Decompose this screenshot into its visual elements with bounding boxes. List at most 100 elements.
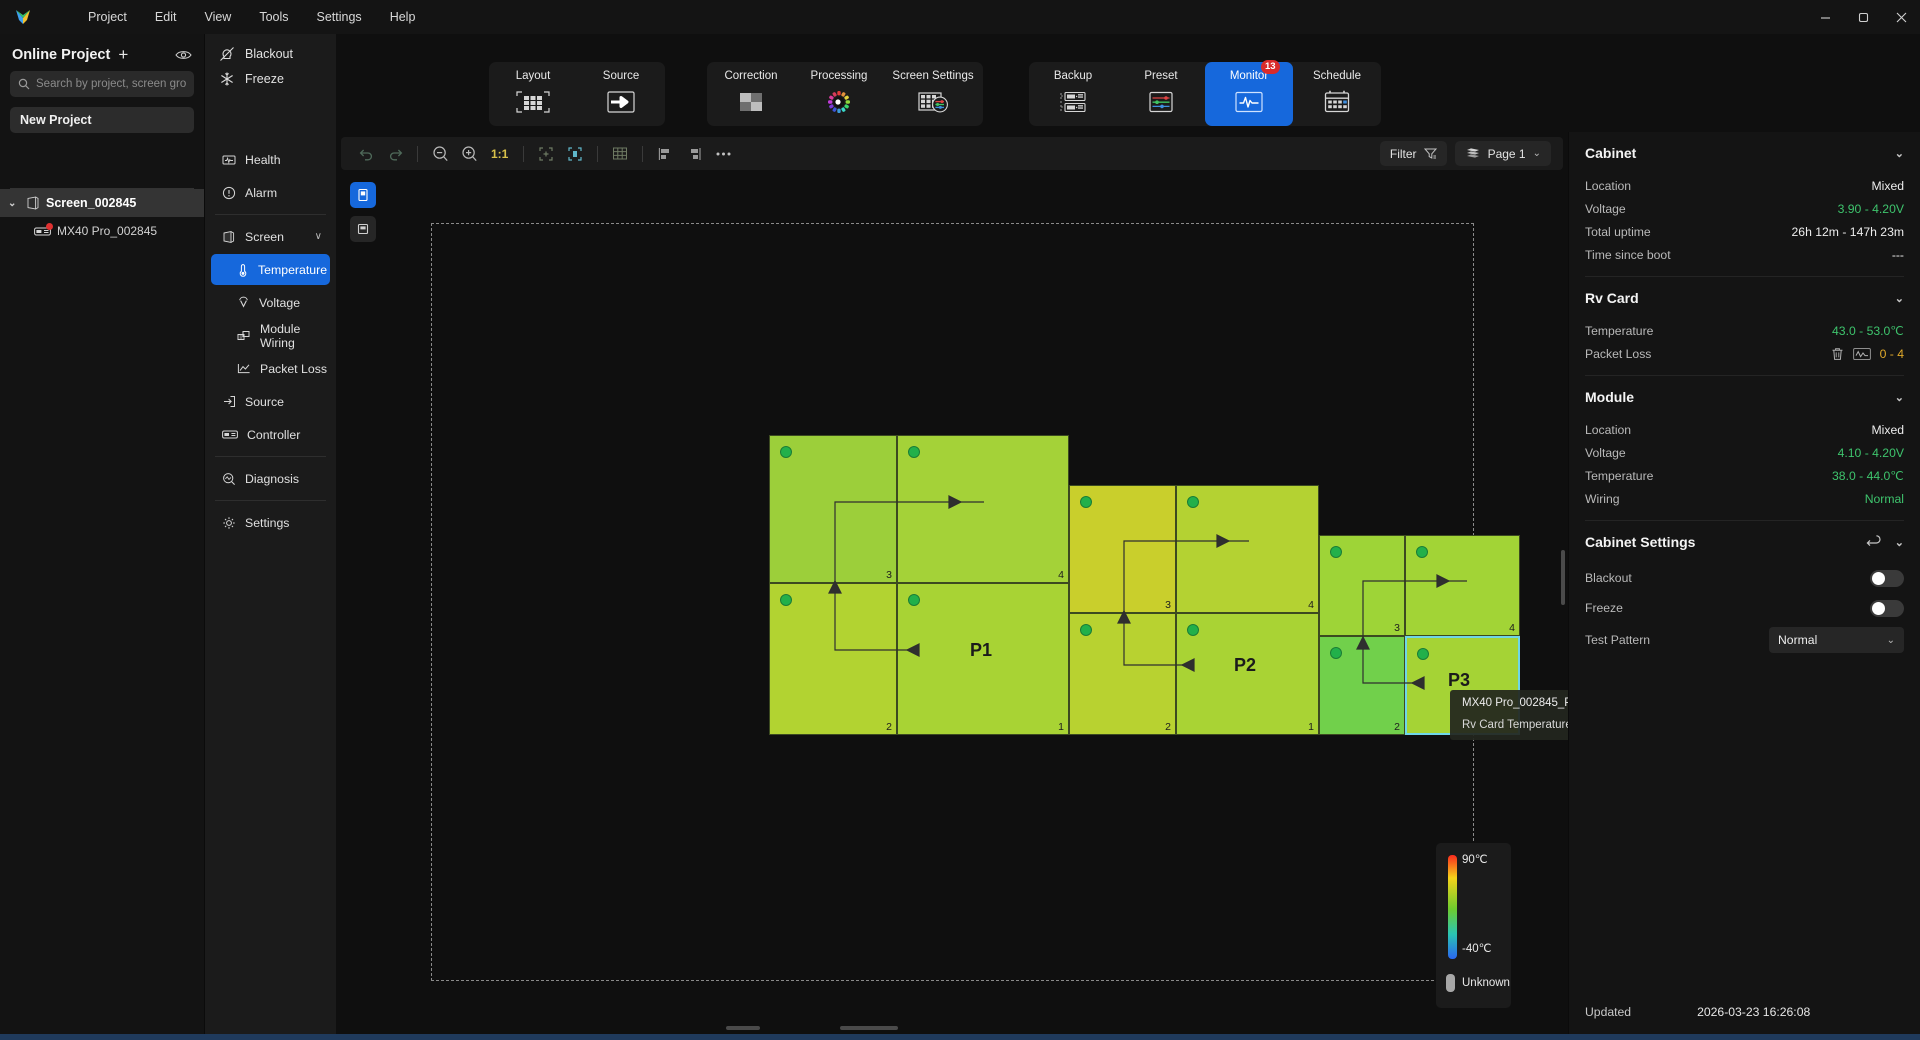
chevron-down-icon[interactable]: ⌄ xyxy=(1886,634,1895,646)
canvas-horizontal-scrollbar[interactable] xyxy=(336,1026,1568,1032)
more-options-icon[interactable] xyxy=(710,142,736,166)
chart-icon[interactable] xyxy=(1852,347,1871,361)
fit-screen-icon[interactable] xyxy=(533,142,559,166)
view-mode-cabinet-button[interactable] xyxy=(350,182,376,208)
cabinet-number: 1 xyxy=(1058,721,1064,733)
test-pattern-value: Normal xyxy=(1778,633,1818,647)
search-input[interactable] xyxy=(36,78,186,90)
section-divider xyxy=(1585,375,1904,376)
nav-item-temperature[interactable]: Temperature xyxy=(211,254,330,285)
menu-help[interactable]: Help xyxy=(389,10,416,24)
zoom-in-icon[interactable] xyxy=(456,142,482,166)
nav-item-alarm[interactable]: Alarm xyxy=(211,177,330,208)
chevron-down-icon[interactable]: ⌄ xyxy=(8,197,17,209)
status-bar xyxy=(0,1034,1920,1040)
canvas-vertical-scrollbar[interactable] xyxy=(1561,550,1565,605)
section-cabinet-settings-header[interactable]: Cabinet Settings ⌄ xyxy=(1585,521,1904,563)
align-left-icon[interactable] xyxy=(652,142,678,166)
nav-item-settings[interactable]: Settings xyxy=(211,507,330,538)
undo-icon[interactable] xyxy=(353,142,379,166)
cabinet-p3-4[interactable]: 4 xyxy=(1405,535,1520,636)
chevron-down-icon[interactable]: ⌄ xyxy=(1894,147,1904,160)
search-box[interactable] xyxy=(10,71,194,97)
nav-item-module-wiring[interactable]: Module Wiring xyxy=(211,320,330,351)
project-item-new-project[interactable]: New Project xyxy=(10,107,194,133)
close-icon[interactable] xyxy=(1882,0,1920,34)
menu-project[interactable]: Project xyxy=(88,10,127,24)
section-module-header[interactable]: Module ⌄ xyxy=(1585,376,1904,418)
section-actions: ⌄ xyxy=(1866,535,1904,549)
view-mode-module-button[interactable] xyxy=(350,216,376,242)
cabinet-p1-4[interactable]: 4 xyxy=(897,435,1069,583)
controller-icon xyxy=(222,429,238,440)
project-panel-title: Online Project xyxy=(12,46,111,63)
cabinet-p2-3[interactable]: 3 xyxy=(1069,485,1176,613)
nav-item-packet-loss[interactable]: Packet Loss xyxy=(211,353,330,384)
canvas-area[interactable]: 3 4 2 1 xyxy=(336,170,1568,1034)
tree-item-screen[interactable]: ⌄ Screen_002845 xyxy=(0,189,204,217)
cabinet-p1-1[interactable]: 1 xyxy=(897,583,1069,735)
section-divider xyxy=(1585,276,1904,277)
chevron-down-icon[interactable]: ⌄ xyxy=(1894,292,1904,305)
nav-item-controller[interactable]: Controller xyxy=(211,419,330,450)
ribbon-button-screen-settings[interactable]: Screen Settings xyxy=(883,62,983,126)
menu-view[interactable]: View xyxy=(204,10,232,24)
section-actions: ⌄ xyxy=(1895,391,1904,404)
cabinet-p2-1[interactable]: 1 xyxy=(1176,613,1319,735)
section-cabinet-header[interactable]: Cabinet ⌄ xyxy=(1585,132,1904,174)
zoom-ratio-label[interactable]: 1:1 xyxy=(491,146,509,161)
chevron-down-icon[interactable]: ⌄ xyxy=(1894,536,1904,549)
preset-icon xyxy=(1139,88,1183,116)
page-selector[interactable]: Page 1 ⌄ xyxy=(1454,141,1551,166)
cabinet-number: 3 xyxy=(886,569,892,581)
nav-item-diagnosis[interactable]: Diagnosis xyxy=(211,463,330,494)
ribbon-button-source[interactable]: Source xyxy=(577,62,665,126)
ribbon-button-monitor-wrap: Monitor 13 xyxy=(1205,60,1293,126)
cabinet-p1-2[interactable]: 2 xyxy=(769,583,897,735)
chevron-down-icon[interactable]: ⌄ xyxy=(1894,391,1904,404)
nav-item-health[interactable]: Health xyxy=(211,144,330,175)
add-project-icon[interactable]: + xyxy=(118,45,129,64)
menu-edit[interactable]: Edit xyxy=(154,10,177,24)
cabinet-p3-3[interactable]: 3 xyxy=(1319,535,1405,636)
section-rv-card-header[interactable]: Rv Card ⌄ xyxy=(1585,277,1904,319)
quick-action-freeze[interactable]: Freeze xyxy=(219,71,322,87)
blackout-toggle[interactable] xyxy=(1870,569,1904,587)
ribbon-button-monitor[interactable]: Monitor xyxy=(1205,62,1293,126)
ribbon-button-correction[interactable]: Correction xyxy=(707,62,795,126)
test-pattern-select[interactable]: Normal ⌄ xyxy=(1769,627,1904,653)
cabinet-number: 3 xyxy=(1394,622,1400,634)
nav-item-source[interactable]: Source xyxy=(211,386,330,417)
nav-item-screen[interactable]: Screen ∨ xyxy=(211,221,330,252)
layout-icon xyxy=(511,88,555,116)
filter-button[interactable]: Filter xyxy=(1379,141,1447,166)
grid-icon[interactable] xyxy=(607,142,633,166)
cabinet-p2-4[interactable]: 4 xyxy=(1176,485,1319,613)
minimize-icon[interactable] xyxy=(1806,0,1844,34)
ribbon-button-preset[interactable]: Preset xyxy=(1117,62,1205,126)
select-all-icon[interactable] xyxy=(562,142,588,166)
chevron-down-icon[interactable]: ∨ xyxy=(314,231,322,242)
cabinet-p2-2[interactable]: 2 xyxy=(1069,613,1176,735)
cabinet-p3-2[interactable]: 2 xyxy=(1319,636,1405,735)
freeze-toggle[interactable] xyxy=(1870,599,1904,617)
ribbon-button-schedule[interactable]: Schedule xyxy=(1293,62,1381,126)
ribbon-button-processing[interactable]: Processing xyxy=(795,62,883,126)
chevron-down-icon[interactable]: ⌄ xyxy=(1532,148,1541,159)
nav-divider xyxy=(215,500,326,501)
redo-icon[interactable] xyxy=(382,142,408,166)
trash-icon[interactable] xyxy=(1831,347,1844,361)
zoom-out-icon[interactable] xyxy=(427,142,453,166)
tree-item-device[interactable]: MX40 Pro_002845 xyxy=(0,217,204,245)
cabinet-p1-3[interactable]: 3 xyxy=(769,435,897,583)
align-distribute-icon[interactable] xyxy=(681,142,707,166)
visibility-eye-icon[interactable] xyxy=(175,49,192,61)
ribbon-button-layout[interactable]: Layout xyxy=(489,62,577,126)
reset-icon[interactable] xyxy=(1866,535,1883,549)
menu-settings[interactable]: Settings xyxy=(316,10,362,24)
ribbon-button-backup[interactable]: Backup xyxy=(1029,62,1117,126)
maximize-icon[interactable] xyxy=(1844,0,1882,34)
quick-action-blackout[interactable]: Blackout xyxy=(219,46,322,62)
nav-item-voltage[interactable]: Voltage xyxy=(211,287,330,318)
menu-tools[interactable]: Tools xyxy=(259,10,289,24)
